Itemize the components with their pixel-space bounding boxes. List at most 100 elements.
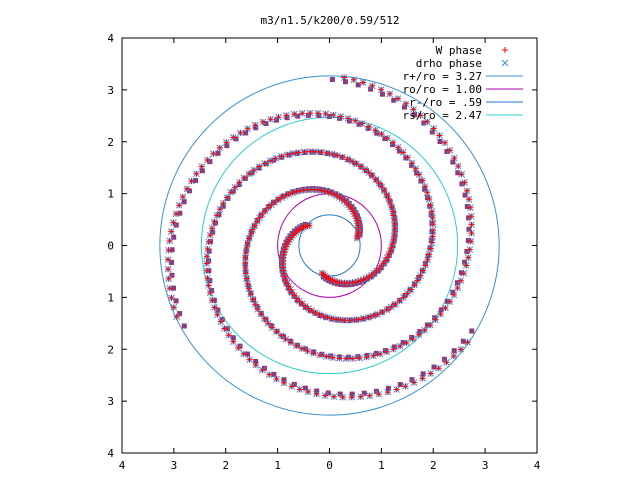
w-phase-point: [307, 110, 314, 117]
w-phase-point: [465, 254, 472, 261]
w-phase-point: [247, 291, 254, 298]
w-phase-point: [384, 135, 391, 142]
w-phase-point: [287, 339, 294, 346]
square-point: [170, 285, 176, 291]
square-point: [208, 238, 214, 244]
w-phase-point: [333, 192, 340, 199]
square-point: [385, 385, 391, 391]
square-point: [421, 120, 427, 126]
w-phase-point: [205, 282, 212, 289]
w-phase-point: [397, 343, 404, 350]
w-phase-point: [334, 152, 341, 159]
w-phase-point: [293, 295, 300, 302]
square-point: [326, 114, 332, 120]
w-phase-point: [249, 296, 256, 303]
square-point: [294, 297, 300, 303]
w-phase-point: [291, 111, 298, 118]
w-phase-point: [374, 311, 381, 318]
square-point: [278, 259, 284, 265]
w-phase-point: [243, 275, 250, 282]
w-phase-point: [230, 338, 237, 345]
w-phase-point: [318, 149, 325, 156]
w-phase-point: [357, 393, 364, 400]
w-phase-point: [223, 139, 230, 146]
w-phase-point: [332, 316, 339, 323]
square-point: [374, 130, 380, 136]
square-point: [444, 149, 450, 155]
square-point: [356, 121, 362, 127]
w-phase-point: [349, 158, 356, 165]
x-tick-label: 2: [430, 459, 437, 472]
square-point: [391, 97, 397, 103]
w-phase-point: [441, 139, 448, 146]
w-phase-point: [336, 355, 343, 362]
square-point: [466, 226, 472, 232]
legend-label: rs/ro = 2.47: [403, 109, 482, 122]
w-phase-point: [420, 267, 427, 274]
x-tick-label: 4: [534, 459, 541, 472]
w-phase-point: [298, 345, 305, 352]
w-phase-point: [324, 189, 331, 196]
square-point: [450, 289, 456, 295]
w-phase-point: [403, 339, 410, 346]
w-phase-point: [427, 245, 434, 252]
w-phase-point: [244, 240, 251, 247]
y-tick-label: 1: [107, 291, 114, 304]
w-phase-point: [389, 139, 396, 146]
w-phase-point: [428, 208, 435, 215]
w-phase-point: [421, 327, 428, 334]
w-phase-point: [289, 189, 296, 196]
w-phase-point: [417, 112, 424, 119]
w-phase-point: [337, 113, 344, 120]
w-phase-point: [450, 291, 457, 298]
w-phase-point: [411, 282, 418, 289]
w-phase-point: [244, 125, 251, 132]
w-phase-point: [313, 390, 320, 397]
w-phase-point: [259, 211, 266, 218]
square-point: [342, 79, 348, 85]
w-phase-point: [323, 353, 330, 360]
square-point: [310, 149, 316, 155]
w-phase-point: [227, 189, 234, 196]
w-phase-point: [375, 391, 382, 398]
w-phase-point: [210, 150, 217, 157]
w-phase-point: [254, 306, 261, 313]
w-phase-point: [400, 294, 407, 301]
w-phase-point: [179, 193, 186, 200]
w-phase-point: [223, 194, 230, 201]
square-point: [244, 351, 250, 357]
square-point: [437, 139, 443, 145]
w-phase-point: [277, 332, 284, 339]
w-phase-point: [283, 112, 290, 119]
x-tick-label: 4: [119, 459, 126, 472]
w-phase-point: [230, 134, 237, 141]
square-point: [400, 340, 406, 346]
w-phase-point: [382, 257, 389, 264]
w-phase-point: [254, 218, 261, 225]
w-phase-point: [404, 290, 411, 297]
w-phase-point: [296, 298, 303, 305]
w-phase-point: [231, 184, 238, 191]
w-phase-point: [204, 246, 211, 253]
w-phase-point: [269, 324, 276, 331]
w-phase-point: [359, 120, 366, 127]
w-phase-point: [429, 227, 436, 234]
square-point: [216, 211, 222, 217]
x-tick-label: 1: [378, 459, 385, 472]
y-tick-label: 2: [107, 136, 114, 149]
w-phase-point: [360, 79, 367, 86]
radius-circle: [159, 75, 500, 416]
legend-cross-key: [501, 59, 509, 67]
w-phase-point: [446, 298, 453, 305]
w-phase-point: [383, 348, 390, 355]
w-phase-point: [465, 196, 472, 203]
w-phase-point: [316, 311, 323, 318]
square-point: [428, 212, 434, 218]
w-phase-point: [377, 351, 384, 358]
w-phase-point: [188, 178, 195, 185]
square-point: [171, 234, 177, 240]
w-phase-point: [363, 354, 370, 361]
square-point: [397, 382, 403, 388]
w-phase-point: [252, 122, 259, 129]
